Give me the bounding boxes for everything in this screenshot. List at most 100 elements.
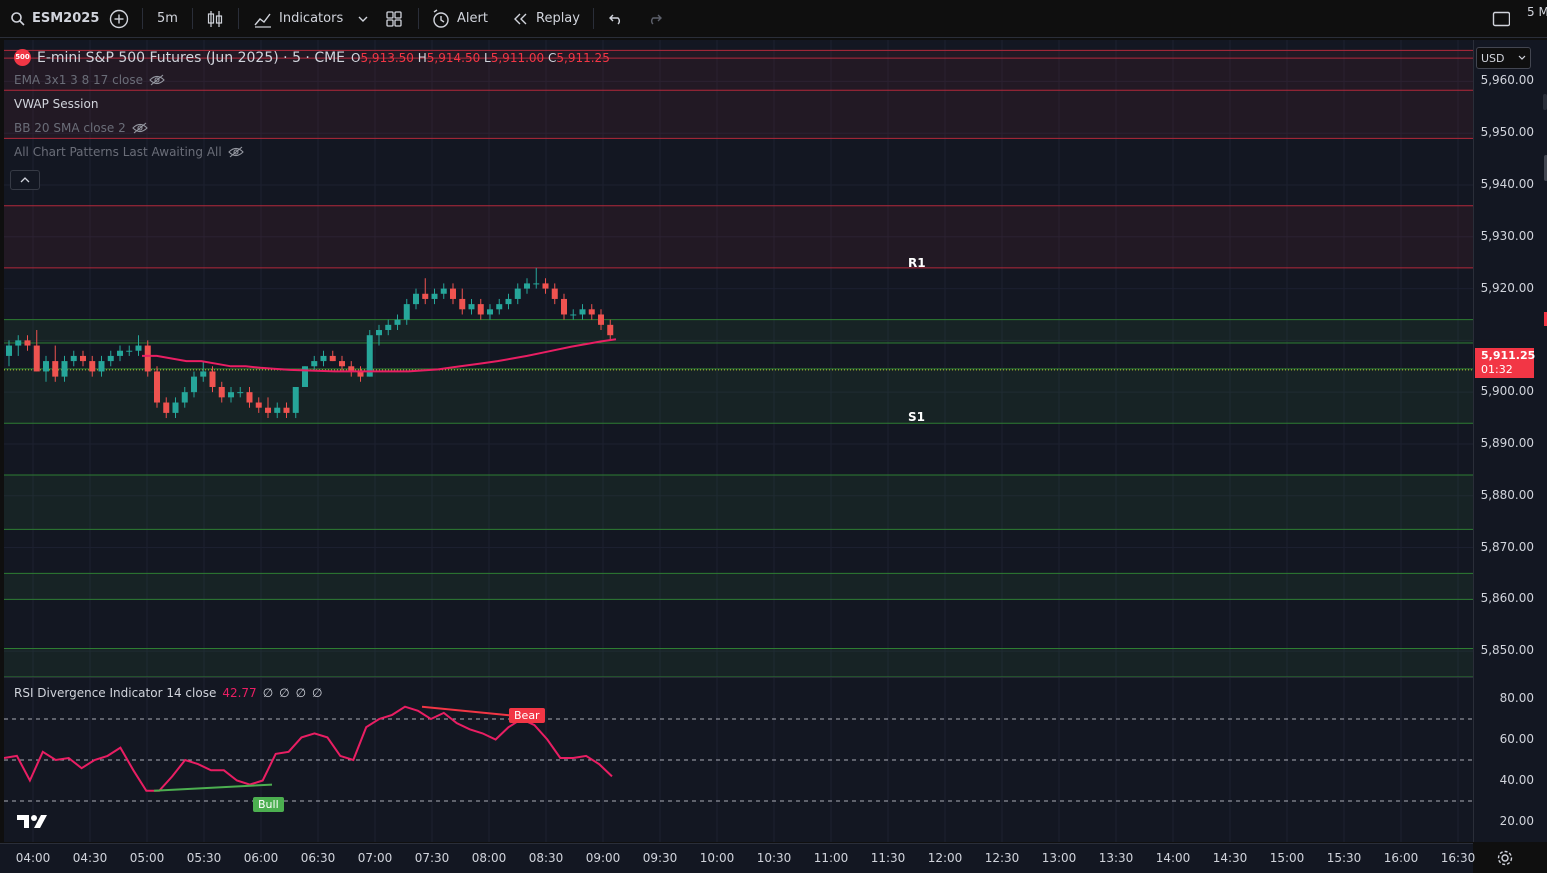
candle-body <box>561 298 567 315</box>
symbol-search[interactable]: ESM2025 <box>10 0 99 37</box>
candle-body <box>302 366 308 387</box>
rsi-extra-4: ∅ <box>312 686 323 700</box>
indicator-legend-ema[interactable]: EMA 3x1 3 8 17 close <box>14 73 165 87</box>
rsi-line <box>4 705 613 792</box>
chevron-up-icon <box>20 177 30 183</box>
candle-body <box>320 355 327 362</box>
price-axis[interactable]: USD 5,960.00 5,950.00 5,940.00 5,930.00 5,92… <box>1473 40 1547 842</box>
candle-body <box>588 309 595 315</box>
candle-body <box>200 371 207 377</box>
pane-separator[interactable] <box>4 677 1473 678</box>
eye-hidden-icon[interactable] <box>149 74 165 86</box>
bull-divergence-label: Bull <box>253 797 284 812</box>
candle-body <box>542 283 549 289</box>
ohlc-open-label: O <box>351 50 361 65</box>
bull-divergence-line <box>153 783 273 792</box>
replay-button[interactable]: Replay <box>512 0 580 37</box>
alert-button[interactable]: Alert <box>431 0 488 37</box>
time-axis-label: 04:30 <box>72 851 108 865</box>
chart-settings-button[interactable] <box>1495 848 1515 868</box>
time-axis-label: 08:30 <box>528 851 564 865</box>
left-edge <box>0 38 4 872</box>
time-axis-label: 07:00 <box>357 851 393 865</box>
pivot-r1-label: R1 <box>908 256 926 270</box>
price-axis-label: 5,860.00 <box>1480 591 1534 606</box>
time-axis-label: 16:30 <box>1440 851 1476 865</box>
candle-body <box>246 392 253 403</box>
candle-body <box>15 340 22 346</box>
chart-type-button[interactable] <box>206 0 224 37</box>
price-chart[interactable] <box>4 40 1473 677</box>
indicator-label-patterns: All Chart Patterns Last Awaiting All <box>14 145 222 159</box>
interval-label: 5m <box>157 11 178 26</box>
rewind-icon <box>514 13 527 24</box>
chevron-down-icon <box>358 16 368 22</box>
candle-body <box>459 298 466 310</box>
main-chart-pane[interactable]: 500 E-mini S&P 500 Futures (Jun 2025) · … <box>4 40 1473 677</box>
candle-body <box>514 288 521 299</box>
currency-select[interactable]: USD <box>1476 47 1531 69</box>
candle-body <box>496 304 503 310</box>
moving-average-line <box>142 338 617 373</box>
candle-body <box>255 402 262 408</box>
time-axis-label: 11:30 <box>870 851 906 865</box>
tradingview-logo[interactable] <box>16 812 48 830</box>
time-axis-label: 04:00 <box>15 851 51 865</box>
undo-icon <box>609 14 620 25</box>
indicator-legend-vwap[interactable]: VWAP Session <box>14 97 98 111</box>
undo-button[interactable] <box>608 0 624 37</box>
redo-button[interactable] <box>647 0 663 37</box>
candle-body <box>533 283 540 285</box>
time-axis-label: 14:30 <box>1212 851 1248 865</box>
candle-body <box>579 309 586 315</box>
candle-body <box>80 355 86 362</box>
sr-zone-1 <box>4 50 1473 139</box>
time-axis-label: 15:00 <box>1269 851 1305 865</box>
candle-body <box>154 371 160 403</box>
indicators-label: Indicators <box>279 11 344 26</box>
candle-body <box>33 345 40 372</box>
time-axis[interactable]: 04:00 04:30 05:00 05:30 06:00 06:30 07:00 07:30… <box>0 843 1476 873</box>
candle-body <box>126 350 133 352</box>
compare-button[interactable] <box>109 0 129 37</box>
eye-hidden-icon[interactable] <box>131 122 148 134</box>
indicator-legend-bb[interactable]: BB 20 SMA close 2 <box>14 121 148 135</box>
candle-body <box>61 361 68 377</box>
time-axis-label: 08:00 <box>471 851 507 865</box>
layout-button[interactable] <box>385 0 403 37</box>
time-axis-label: 06:00 <box>243 851 279 865</box>
redo-icon <box>651 14 662 25</box>
indicators-button[interactable]: Indicators <box>253 0 343 37</box>
top-toolbar: ESM2025 5m Indicators Alert Replay 5 M <box>0 0 1547 38</box>
candle-body <box>144 345 151 372</box>
candle-body <box>607 324 614 336</box>
ohlc-high-label: H <box>417 50 427 65</box>
price-axis-label: 5,850.00 <box>1480 643 1534 658</box>
rsi-pane[interactable]: RSI Divergence Indicator 14 close 42.77 … <box>4 678 1473 842</box>
exchange-badge: 500 <box>14 49 31 66</box>
indicator-label-ema: EMA 3x1 3 8 17 close <box>14 73 144 87</box>
candle-body <box>43 361 49 372</box>
sr-zone-7 <box>4 648 1473 677</box>
candle-body <box>163 402 170 413</box>
candle-body <box>172 402 179 413</box>
fullscreen-button[interactable] <box>1492 0 1510 37</box>
axis-scale-handle[interactable] <box>1544 155 1547 181</box>
collapse-legend-button[interactable] <box>10 170 40 190</box>
axis-scroll-handle[interactable] <box>1543 94 1547 110</box>
price-axis-label: 5,940.00 <box>1480 177 1534 191</box>
time-axis-label: 07:30 <box>414 851 450 865</box>
indicators-icon <box>254 13 271 28</box>
indicator-legend-patterns[interactable]: All Chart Patterns Last Awaiting All <box>14 145 244 159</box>
indicator-templates-dropdown[interactable] <box>357 0 369 37</box>
candles-icon <box>207 10 223 27</box>
toolbar-top-right-text: 5 M <box>1527 5 1547 19</box>
candle-body <box>431 293 438 299</box>
candle-body <box>265 407 271 413</box>
pivot-s1-label: S1 <box>908 410 925 424</box>
candle-body <box>440 288 447 294</box>
symbol-title: E-mini S&P 500 Futures (Jun 2025) · 5 · … <box>37 49 346 66</box>
rsi-chart[interactable] <box>4 678 1473 842</box>
eye-hidden-icon[interactable] <box>227 146 244 158</box>
interval-button[interactable]: 5m <box>157 0 178 37</box>
